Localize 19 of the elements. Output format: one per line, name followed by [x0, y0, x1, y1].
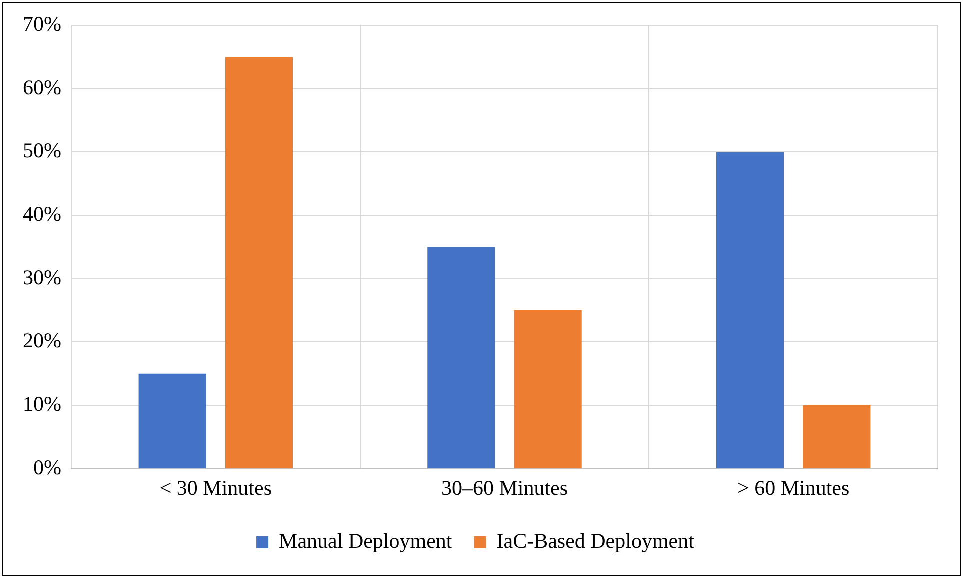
legend-label: Manual Deployment [279, 529, 452, 554]
x-tick-label: > 60 Minutes [737, 476, 850, 500]
bar [428, 247, 496, 468]
bar [138, 374, 206, 468]
y-tick-label: 10% [22, 392, 62, 416]
x-tick-label: < 30 Minutes [160, 476, 272, 500]
bar [716, 152, 784, 468]
legend-label: IaC-Based Deployment [496, 529, 695, 554]
y-tick-label: 60% [22, 75, 62, 100]
y-tick-label: 70% [22, 12, 62, 36]
y-tick-label: 40% [22, 202, 62, 226]
bar [225, 57, 294, 468]
y-tick-label: 20% [22, 328, 62, 353]
y-tick-label: 50% [22, 138, 62, 163]
y-tick-label: 30% [22, 265, 62, 290]
bar [514, 310, 582, 468]
y-tick-label: 0% [33, 455, 62, 480]
x-tick-label: 30–60 Minutes [441, 476, 568, 500]
bar [803, 405, 871, 468]
